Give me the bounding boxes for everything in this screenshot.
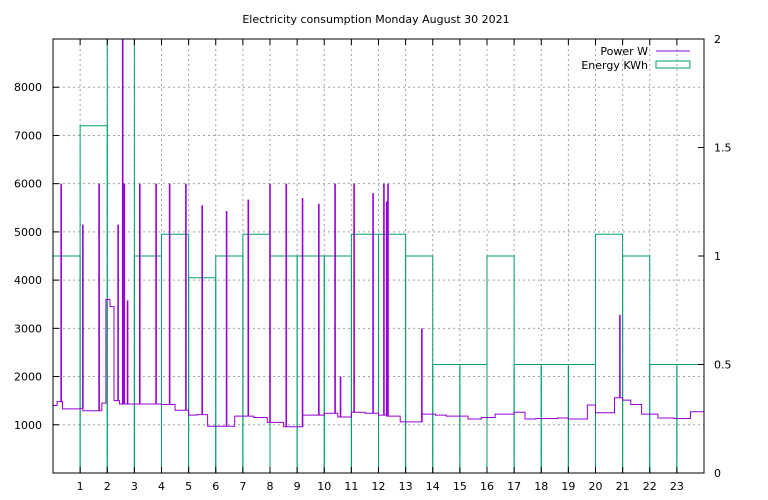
y-tick-label: 5000	[14, 226, 42, 239]
x-tick-label: 17	[507, 480, 521, 493]
legend-label-power: Power W	[600, 45, 648, 58]
x-tick-label: 7	[239, 480, 246, 493]
y2-tick-label: 2	[714, 33, 721, 46]
y2-tick-label: 0	[714, 467, 721, 480]
y2-tick-label: 0.5	[714, 359, 732, 372]
x-tick-label: 18	[534, 480, 548, 493]
x-tick-label: 14	[426, 480, 440, 493]
y-tick-label: 1000	[14, 419, 42, 432]
x-tick-label: 6	[212, 480, 219, 493]
legend-swatch-energy	[655, 60, 691, 69]
x-tick-label: 11	[344, 480, 358, 493]
x-tick-label: 20	[589, 480, 603, 493]
x-tick-label: 22	[643, 480, 657, 493]
x-tick-label: 4	[158, 480, 165, 493]
power-line	[53, 298, 704, 428]
x-tick-label: 9	[294, 480, 301, 493]
x-tick-label: 23	[670, 480, 684, 493]
y-tick-label: 7000	[14, 129, 42, 142]
x-tick-label: 21	[616, 480, 630, 493]
y-tick-label: 2000	[14, 371, 42, 384]
x-tick-label: 8	[267, 480, 274, 493]
x-tick-label: 12	[372, 480, 386, 493]
axis-layer: 1 2 3 4 5 6 7 8 9 10 11 12 13 14 15 16 17 18 19 20 21 22 23100…	[14, 33, 732, 493]
power-series	[53, 39, 704, 428]
legend-label-energy: Energy KWh	[581, 59, 648, 72]
y-tick-label: 3000	[14, 322, 42, 335]
y-tick-label: 4000	[14, 274, 42, 287]
chart-title: Electricity consumption Monday August 30…	[242, 13, 509, 26]
x-tick-label: 1	[77, 480, 84, 493]
x-tick-label: 16	[480, 480, 494, 493]
x-tick-label: 15	[453, 480, 467, 493]
y-tick-label: 8000	[14, 81, 42, 94]
x-tick-label: 2	[104, 480, 111, 493]
y-tick-label: 6000	[14, 178, 42, 191]
x-tick-label: 3	[131, 480, 138, 493]
y2-tick-label: 1.5	[714, 142, 732, 155]
x-tick-label: 13	[399, 480, 413, 493]
legend: Power W Energy KWh	[581, 45, 691, 72]
x-tick-label: 5	[185, 480, 192, 493]
x-tick-label: 19	[561, 480, 575, 493]
x-tick-label: 10	[317, 480, 331, 493]
y2-tick-label: 1	[714, 250, 721, 263]
